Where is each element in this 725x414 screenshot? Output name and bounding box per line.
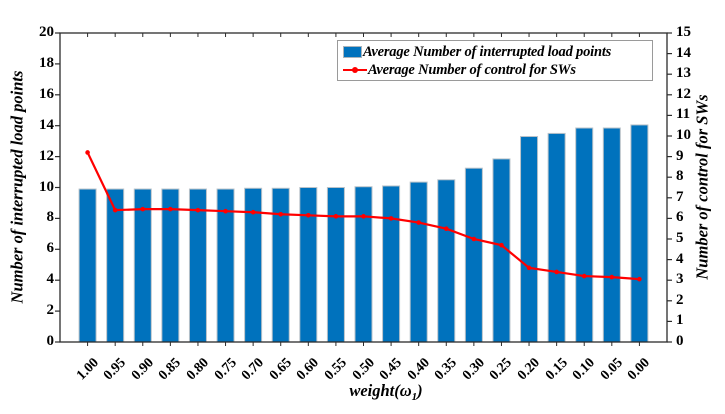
x-axis-title-text: weight(ω [349,381,412,400]
line-marker [361,214,366,219]
legend: Average Number of interrupted load point… [337,40,653,81]
line-marker [223,208,228,214]
right-axis-tick-label: 2 [676,291,684,308]
right-axis-tick-label: 14 [676,44,691,61]
right-axis-tick-label: 10 [676,127,691,143]
line-marker [112,207,118,213]
line-marker [471,236,477,242]
left-axis-tick-label: 0 [46,333,55,349]
left-axis-title: Number of interrupted load points [7,70,27,304]
left-axis-tick-label: 16 [39,85,54,102]
line-marker [388,216,394,221]
bar [575,127,594,343]
x-axis-title-close: ) [417,381,423,400]
legend-row-bars: Average Number of interrupted load point… [343,43,648,61]
left-axis-tick-label: 8 [46,209,55,226]
bar [602,127,621,343]
right-axis-tick-label: 6 [676,209,684,226]
x-axis-title: weight(ω1) [266,381,506,403]
bar [326,187,345,343]
left-axis-tick-label: 4 [46,271,55,288]
right-axis-tick-label: 4 [676,250,684,267]
line-marker [195,207,201,213]
bar [78,188,97,343]
left-axis-tick-label: 2 [46,302,55,319]
bar [133,188,152,343]
line-marker [637,276,642,282]
bar [382,185,401,343]
bar [354,186,373,343]
line-marker [250,209,256,215]
x-axis-title-subscript: 1 [411,391,418,403]
right-axis-tick-label: 15 [676,24,691,40]
right-axis-tick-label: 0 [676,333,684,349]
line-marker [581,273,587,279]
left-axis-tick-label: 10 [39,178,54,195]
line-marker [499,242,504,248]
legend-line-label: Average Number of control for SWs [368,61,576,78]
right-axis-tick-label: 3 [676,271,684,288]
right-axis-tick-label: 1 [676,312,684,329]
line-marker [85,150,90,155]
line-marker [306,213,311,218]
bar [547,132,566,343]
left-axis-tick-label: 18 [39,54,54,71]
bar [520,136,539,343]
legend-line-marker-icon [352,67,358,73]
right-axis-tick-label: 9 [676,147,684,164]
axes-box [59,32,668,343]
line-marker [554,269,559,275]
left-axis-tick-label: 14 [39,116,54,133]
legend-line-swatch-icon [343,67,367,73]
right-axis-tick-label: 7 [676,188,684,205]
left-axis-tick-label: 20 [39,24,54,40]
line-marker [278,211,284,217]
bar [437,179,456,343]
line-marker [168,206,173,212]
legend-bar-swatch-icon [343,46,362,58]
line-marker [526,265,532,271]
legend-bar-label: Average Number of interrupted load point… [363,43,612,60]
right-axis-tick-label: 13 [676,65,691,82]
bar [271,187,290,343]
bar [161,188,180,343]
bar [464,167,483,343]
right-axis-tick-label: 11 [676,106,691,123]
left-axis-tick-label: 12 [39,147,54,164]
bar [409,181,428,343]
line-marker [140,206,146,212]
bar [299,187,318,343]
line-marker [609,274,615,280]
right-axis-tick-label: 8 [676,168,684,185]
line-marker [443,226,449,231]
line-marker [416,220,421,225]
bar [630,124,649,343]
line-marker [333,214,339,219]
legend-row-line: Average Number of control for SWs [343,61,648,79]
left-axis-tick-label: 6 [46,240,55,257]
right-axis-tick-label: 5 [676,230,684,246]
right-axis-tick-label: 12 [676,85,691,102]
